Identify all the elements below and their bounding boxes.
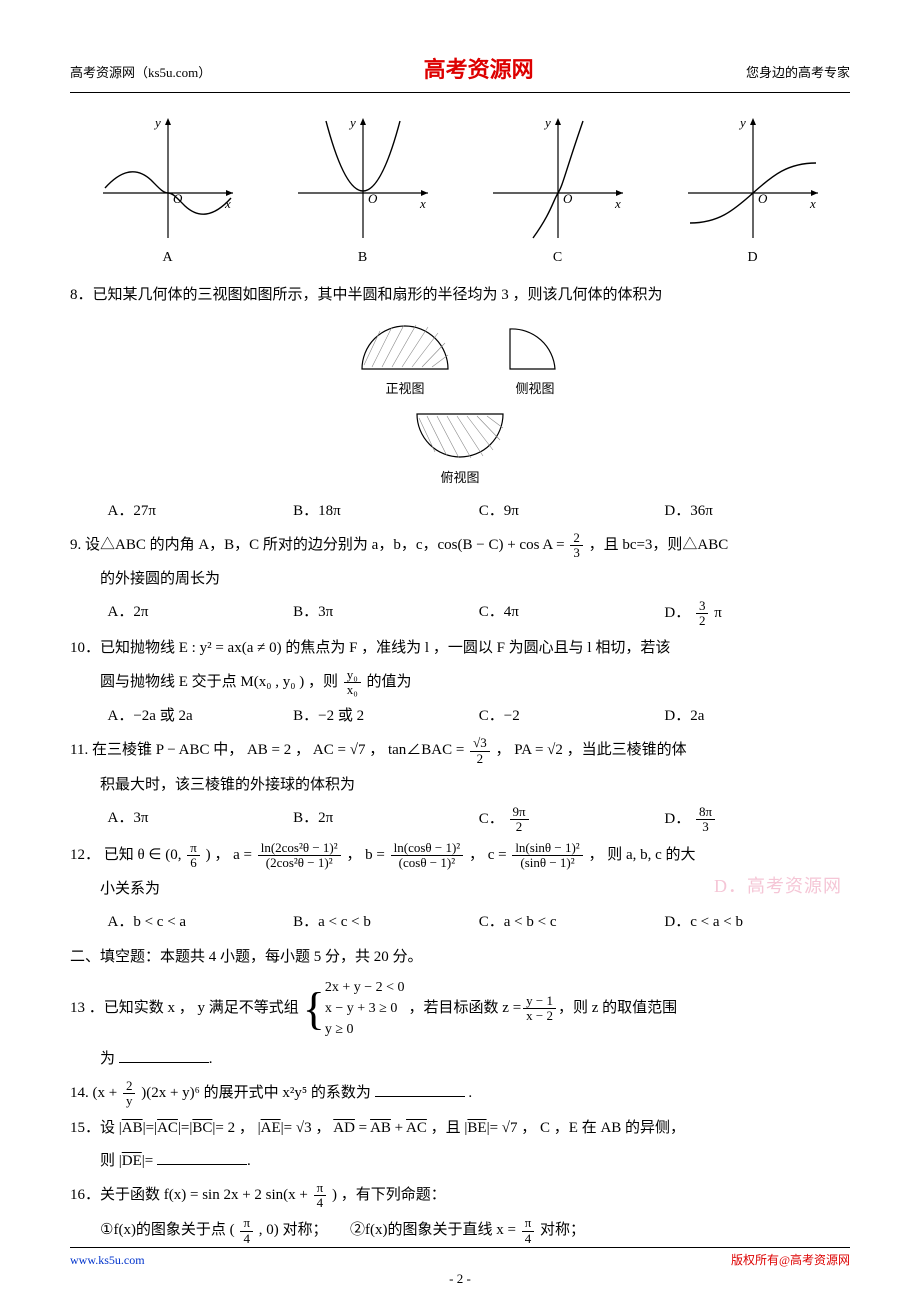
- q12-opt-c: C．a < b < c: [479, 909, 665, 936]
- q10-opt-a: A．−2a 或 2a: [108, 703, 294, 730]
- q11-opt-b: B．2π: [293, 805, 479, 835]
- q12-opt-d: D．c < a < b: [664, 909, 850, 936]
- q9-opt-c: C．4π: [479, 599, 665, 629]
- q8-options: A．27π B．18π C．9π D．36π: [70, 498, 850, 525]
- graph-d: O x y D: [678, 113, 828, 270]
- q8-opt-a: A．27π: [108, 498, 294, 525]
- section2: 二、填空题：本题共 4 小题，每小题 5 分，共 20 分。: [70, 944, 850, 971]
- q12-opt-b: B．a < c < b: [293, 909, 479, 936]
- q15-blank: [157, 1150, 247, 1165]
- q11-line2: 积最大时，该三棱锥的外接球的体积为: [70, 772, 850, 799]
- graph-b: O x y B: [288, 113, 438, 270]
- q16-props: ①f(x)的图象关于点 ( π4 , 0) 对称； ②f(x)的图象关于直线 x…: [70, 1216, 850, 1246]
- svg-text:y: y: [543, 115, 551, 130]
- top-view-label: 俯视图: [405, 466, 515, 489]
- graphs-row: O x y A O x y B: [70, 113, 850, 270]
- svg-text:y: y: [153, 115, 161, 130]
- front-view-label: 正视图: [350, 377, 460, 400]
- q13-line2: 为 .: [70, 1046, 850, 1073]
- q10-opt-c: C．−2: [479, 703, 665, 730]
- graph-b-label: B: [288, 245, 438, 270]
- q9-line2: 的外接圆的周长为: [70, 566, 850, 593]
- q15-line1: 15．设 |AB|=|AC|=|BC|= 2 ， |AE|= √3 ， AD =…: [70, 1115, 850, 1142]
- q11-options: A．3π B．2π C． 9π2 D． 8π3: [70, 805, 850, 835]
- q11-opt-c: C． 9π2: [479, 805, 665, 835]
- page-header: 高考资源网（ks5u.com） 高考资源网 您身边的高考专家: [70, 50, 850, 93]
- svg-text:O: O: [758, 191, 768, 206]
- q11-opt-d: D． 8π3: [664, 805, 850, 835]
- q10-options: A．−2a 或 2a B．−2 或 2 C．−2 D．2a: [70, 703, 850, 730]
- graph-a-label: A: [93, 245, 243, 270]
- svg-text:O: O: [368, 191, 378, 206]
- q8-opt-b: B．18π: [293, 498, 479, 525]
- q12-options: A．b < c < a B．a < c < b C．a < b < c D．c …: [70, 909, 850, 936]
- q9-line1: 9. 设△ABC 的内角 A，B，C 所对的边分别为 a，b，c，cos(B −…: [70, 531, 850, 561]
- graph-c: O x y C: [483, 113, 633, 270]
- q11-opt-a: A．3π: [108, 805, 294, 835]
- q10-line1: 10．已知抛物线 E : y² = ax(a ≠ 0) 的焦点为 F ，准线为 …: [70, 635, 850, 662]
- q12-line1: 12． 已知 θ ∈ (0, π6 ) ， a = ln(2cos²θ − 1)…: [70, 841, 850, 871]
- svg-text:x: x: [809, 196, 816, 211]
- side-view-label: 侧视图: [500, 377, 570, 400]
- front-view: 正视图: [350, 317, 460, 400]
- q14-blank: [375, 1082, 465, 1097]
- q10-opt-b: B．−2 或 2: [293, 703, 479, 730]
- graph-c-label: C: [483, 245, 633, 270]
- svg-text:O: O: [563, 191, 573, 206]
- q11-line1: 11. 在三棱锥 P − ABC 中， AB = 2 ， AC = √7 ， t…: [70, 736, 850, 766]
- q8-views: 正视图 侧视图 俯视图: [70, 317, 850, 490]
- q16-line1: 16．关于函数 f(x) = sin 2x + 2 sin(x + π4 ) ，…: [70, 1181, 850, 1211]
- q13-line1: 13 ．已知实数 x ， y 满足不等式组 { 2x + y − 2 < 0 x…: [70, 977, 850, 1040]
- svg-text:y: y: [738, 115, 746, 130]
- svg-text:y: y: [348, 115, 356, 130]
- q9-opt-a: A．2π: [108, 599, 294, 629]
- header-left: 高考资源网（ks5u.com）: [70, 61, 211, 84]
- q9-opt-b: B．3π: [293, 599, 479, 629]
- side-view: 侧视图: [500, 317, 570, 400]
- q13-system: { 2x + y − 2 < 0 x − y + 3 ≥ 0 y ≥ 0: [303, 977, 405, 1040]
- q9-line1-pre: 9. 设△ABC 的内角 A，B，C 所对的边分别为 a，b，c，cos(B −…: [70, 537, 568, 553]
- svg-text:x: x: [419, 196, 426, 211]
- q10-opt-d: D．2a: [664, 703, 850, 730]
- q9-frac: 23: [570, 531, 583, 561]
- q9-line1-post: ，且 bc=3，则△ABC: [589, 537, 729, 553]
- q15-line2: 则 |DE|= .: [70, 1148, 850, 1175]
- svg-text:x: x: [614, 196, 621, 211]
- graph-a: O x y A: [93, 113, 243, 270]
- q8-opt-c: C．9π: [479, 498, 665, 525]
- page-number: - 2 -: [0, 1267, 920, 1290]
- watermark: D．高考资源网: [714, 870, 842, 902]
- q10-line2: 圆与抛物线 E 交于点 M(x₀ , y₀ ) ，则 y₀x₀ 的值为: [70, 668, 850, 698]
- header-right: 您身边的高考专家: [746, 61, 850, 84]
- q9-opt-d: D． 32 π: [664, 599, 850, 629]
- header-center-logo: 高考资源网: [424, 50, 534, 90]
- q14: 14. (x + 2y )(2x + y)⁶ 的展开式中 x²y⁵ 的系数为 .: [70, 1079, 850, 1109]
- q13-blank: [119, 1048, 209, 1063]
- top-view: 俯视图: [405, 406, 515, 489]
- q9-options: A．2π B．3π C．4π D． 32 π: [70, 599, 850, 629]
- graph-d-label: D: [678, 245, 828, 270]
- q12-opt-a: A．b < c < a: [108, 909, 294, 936]
- q8-opt-d: D．36π: [664, 498, 850, 525]
- q8-text: 8．已知某几何体的三视图如图所示，其中半圆和扇形的半径均为 3 ，则该几何体的体…: [70, 282, 850, 309]
